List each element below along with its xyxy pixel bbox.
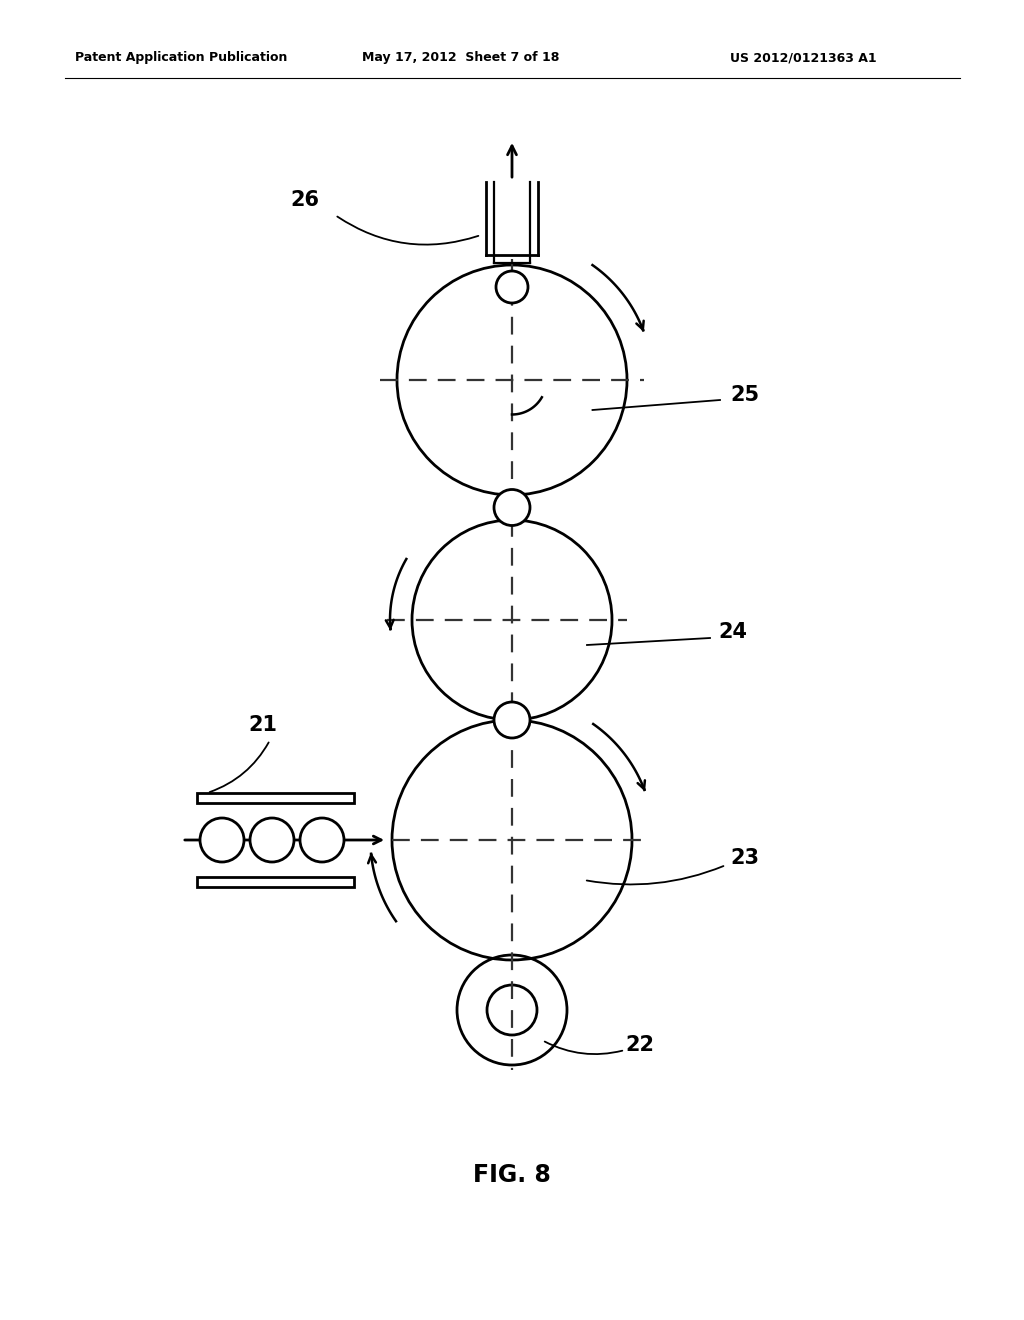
Bar: [197, 793, 354, 803]
Text: 25: 25: [730, 385, 759, 405]
Text: 26: 26: [290, 190, 319, 210]
Circle shape: [494, 490, 530, 525]
Circle shape: [200, 818, 244, 862]
Text: Patent Application Publication: Patent Application Publication: [75, 51, 288, 65]
Text: 22: 22: [625, 1035, 654, 1055]
Text: May 17, 2012  Sheet 7 of 18: May 17, 2012 Sheet 7 of 18: [362, 51, 559, 65]
Text: 21: 21: [248, 715, 278, 735]
Text: US 2012/0121363 A1: US 2012/0121363 A1: [730, 51, 877, 65]
Circle shape: [494, 702, 530, 738]
Circle shape: [496, 271, 528, 304]
Text: 24: 24: [718, 622, 746, 642]
Bar: [197, 876, 354, 887]
Circle shape: [300, 818, 344, 862]
Text: FIG. 8: FIG. 8: [473, 1163, 551, 1187]
Circle shape: [250, 818, 294, 862]
Text: 23: 23: [730, 847, 759, 869]
